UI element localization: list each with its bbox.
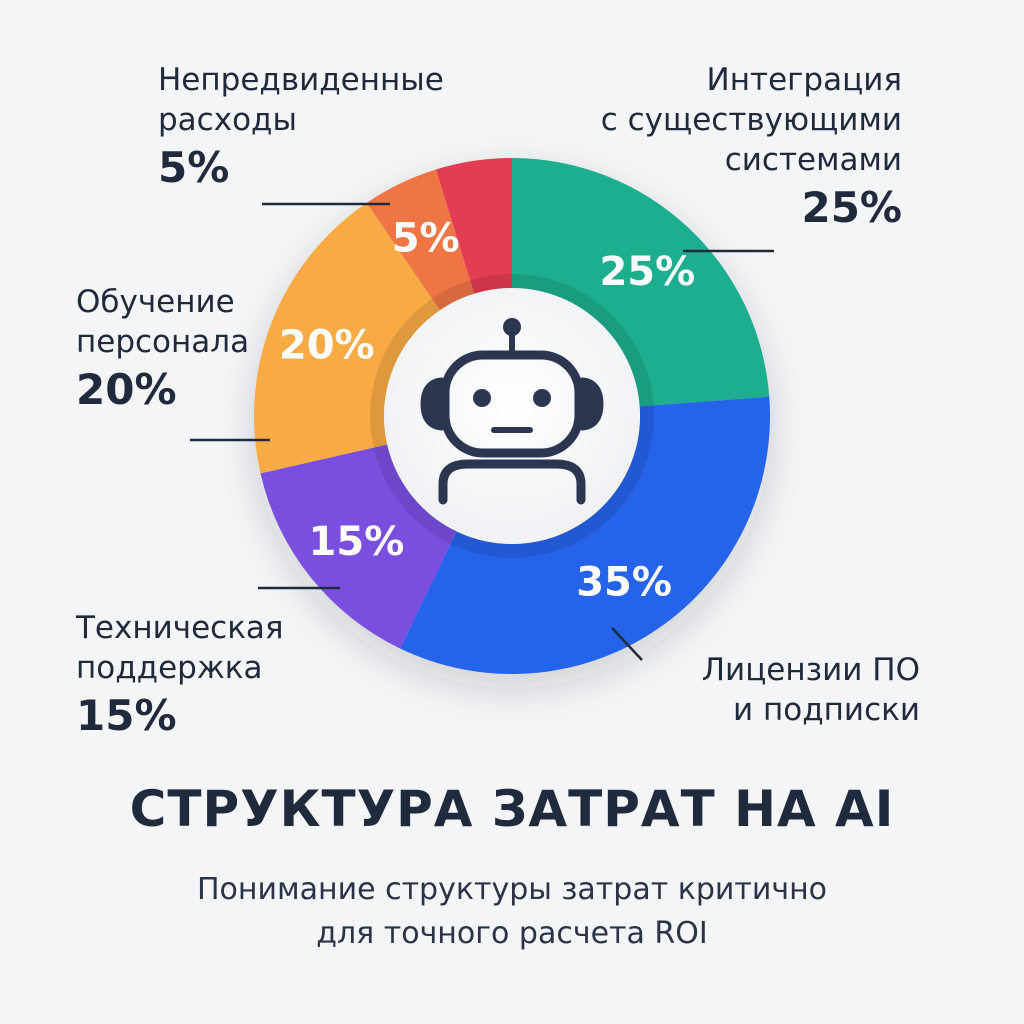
callout-unforeseen: Непредвиденные расходы 5% bbox=[158, 60, 444, 194]
callout-training-line1: Обучение bbox=[76, 284, 235, 320]
callout-integration-line3: системами bbox=[724, 142, 902, 178]
robot-icon bbox=[420, 318, 604, 505]
slice-unforeseen-red bbox=[435, 158, 512, 294]
leader-lines bbox=[190, 202, 774, 661]
slice-label-training: 20% bbox=[279, 322, 375, 368]
callout-training-pct: 20% bbox=[76, 365, 177, 414]
slice-label-integration: 25% bbox=[599, 249, 695, 295]
page-title: СТРУКТУРА ЗАТРАТ НА AI bbox=[129, 780, 895, 838]
slice-label-unforeseen: 5% bbox=[392, 216, 460, 262]
callout-support: Техническая поддержка 15% bbox=[76, 608, 284, 742]
callout-licenses-line1: Лицензии ПО bbox=[701, 652, 920, 688]
callout-support-line1: Техническая bbox=[76, 610, 284, 646]
slice-label-licenses: 35% bbox=[576, 559, 672, 605]
page-subtitle: Понимание структуры затрат критично для … bbox=[0, 868, 1024, 956]
slice-labels: 25% 35% 15% 20% 5% bbox=[279, 216, 695, 606]
callout-support-line2: поддержка bbox=[76, 650, 263, 686]
callout-integration-line2: с существующими bbox=[600, 102, 902, 138]
donut-slices bbox=[254, 158, 770, 674]
subtitle-line1: Понимание структуры затрат критично bbox=[196, 872, 828, 907]
callout-unforeseen-pct: 5% bbox=[158, 143, 230, 192]
donut-hub bbox=[384, 288, 640, 544]
callout-integration-line1: Интеграция bbox=[706, 62, 902, 98]
slice-licenses bbox=[400, 396, 770, 674]
leader-line-licenses bbox=[611, 627, 643, 661]
slice-label-support: 15% bbox=[309, 519, 405, 565]
slice-unforeseen bbox=[366, 169, 475, 311]
subtitle-line2: для точного расчета ROI bbox=[316, 916, 708, 951]
callout-training: Обучение персонала 20% bbox=[76, 282, 249, 416]
callout-integration-pct: 25% bbox=[801, 183, 902, 232]
callout-integration: Интеграция с существующими системами 25% bbox=[601, 60, 902, 234]
callout-support-pct: 15% bbox=[76, 691, 177, 740]
slice-integration bbox=[512, 158, 770, 407]
callout-licenses: Лицензии ПО и подписки bbox=[702, 650, 920, 730]
callout-unforeseen-line1: Непредвиденные bbox=[158, 62, 444, 98]
callout-unforeseen-line2: расходы bbox=[158, 102, 297, 138]
slice-training bbox=[254, 202, 440, 474]
slice-support bbox=[260, 444, 457, 649]
callout-training-line2: персонала bbox=[76, 324, 250, 360]
callout-licenses-line2: и подписки bbox=[733, 692, 920, 728]
